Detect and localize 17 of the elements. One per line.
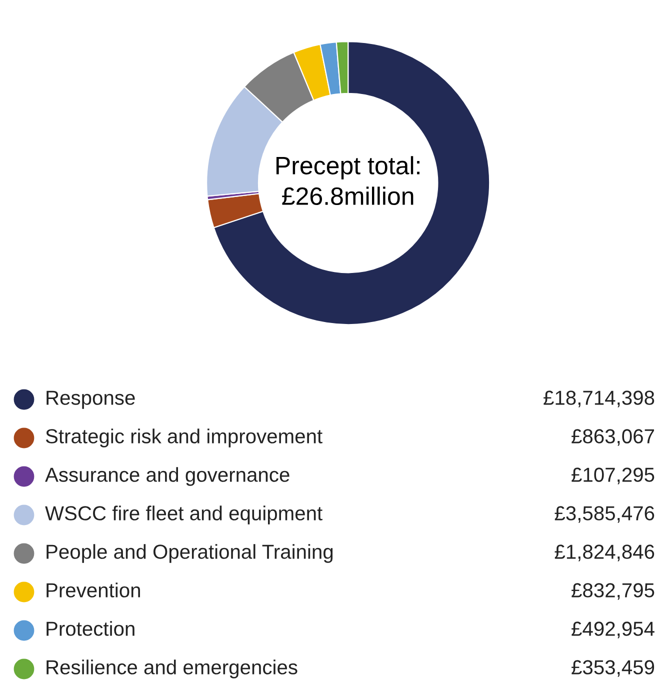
legend-label: Protection	[46, 621, 134, 636]
legend-label: Assurance and governance	[45, 467, 290, 486]
legend-label: People and Operational Training	[46, 544, 333, 563]
legend-label: Response	[46, 390, 135, 409]
data-label: £3,585,476	[554, 506, 654, 523]
data-label: £107,295	[572, 468, 654, 484]
legend-label: WSCC fire fleet and equipment	[45, 506, 322, 524]
legend-label: Prevention	[46, 582, 140, 598]
data-label: £18,714,398	[544, 390, 654, 408]
text: Precept total: £26.8million	[276, 156, 420, 206]
data-label: £353,459	[572, 660, 654, 677]
data-label: £492,954	[572, 622, 654, 638]
data-label: £1,824,846	[554, 544, 654, 562]
legend-label: Strategic risk and improvement	[46, 428, 322, 448]
data-label: £832,795	[572, 583, 654, 600]
legend-label: Resilience and emergencies	[46, 660, 298, 678]
data-label: £863,067	[572, 429, 654, 446]
